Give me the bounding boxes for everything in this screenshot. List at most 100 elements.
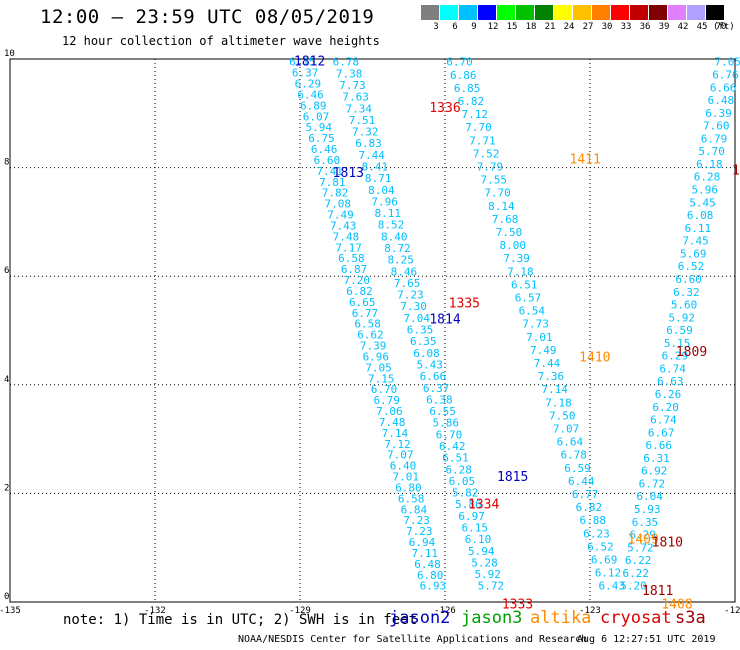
swh-value: 7.11 [412,547,439,560]
swh-value: 6.31 [643,452,670,465]
swh-value: 5.20 [620,580,647,593]
swh-value: 7.38 [336,67,363,80]
swh-value: 6.76 [712,68,739,81]
x-tick-label: -132 [144,606,166,616]
swh-value: 8.52 [378,219,405,232]
swh-value: 8.72 [384,242,411,255]
color-swatch [668,5,687,20]
swh-value: 7.15 [368,372,395,385]
swh-value: 7.44 [534,357,561,370]
swh-value: 7.18 [507,265,534,278]
swh-value: 7.12 [461,108,488,121]
swh-value: 7.07 [387,449,414,462]
swh-value: 6.22 [623,567,650,580]
legend-jason3: jason3 [461,608,523,628]
swh-value: 6.04 [636,490,663,503]
swh-value: 6.52 [587,540,614,553]
color-swatch [592,5,611,20]
swh-value: 7.04 [404,312,431,325]
color-scale-tick: 12 [487,22,499,32]
swh-value: 6.12 [595,567,622,580]
swh-value: 6.97 [458,510,485,523]
color-swatch [478,5,497,20]
swh-value: 6.96 [363,350,390,363]
swh-value: 7.73 [339,79,366,92]
swh-value: 5.72 [478,580,505,593]
swh-value: 6.69 [591,554,618,567]
swh-value: 6.26 [655,388,682,401]
swh-value: 6.55 [429,405,456,418]
swh-value: 5.45 [689,196,716,209]
swh-value: 6.72 [639,477,666,490]
swh-value: 6.51 [442,452,469,465]
swh-value: 6.15 [289,56,316,69]
color-swatch [535,5,554,20]
swh-value: 7.39 [503,252,530,265]
swh-value: 6.60 [314,154,341,167]
swh-value: 6.22 [625,554,652,567]
swh-value: 6.08 [413,347,440,360]
swh-value: 6.37 [423,382,450,395]
color-scale-tick: 27 [582,22,594,32]
swh-value: 6.46 [311,143,338,156]
color-scale-tick: 6 [452,22,458,32]
swh-value: 5.72 [627,541,654,554]
swh-value: 6.38 [426,393,453,406]
swh-value: 7.48 [379,416,406,429]
legend-jason2: jason2 [389,608,451,628]
swh-value: 7.01 [392,471,419,484]
swh-value: 7.05 [715,56,740,69]
swh-value: 5.15 [664,337,691,350]
swh-value: 6.70 [436,428,463,441]
swh-value: 7.51 [349,114,376,127]
swh-value: 7.12 [384,438,411,451]
swh-value: 7.30 [400,300,427,313]
y-tick-label: 8 [4,158,9,168]
swh-value: 6.85 [454,82,481,95]
swh-value: 7.17 [335,241,362,254]
swh-value: 6.35 [632,516,659,529]
track-pass-label: 1813 [333,166,364,181]
x-tick-label: -135 [0,606,21,616]
track-pass-label: 1333 [502,598,533,613]
swh-value: 7.06 [376,405,403,418]
color-scale-tick: 24 [563,22,575,32]
color-swatch [573,5,592,20]
swh-value: 5.96 [692,184,719,197]
y-tick-label: 6 [4,266,9,276]
swh-value: 6.58 [354,318,381,331]
swh-value: 7.32 [352,126,379,139]
swh-value: 8.00 [500,239,527,252]
color-scale-tick: 30 [601,22,613,32]
swh-value: 6.89 [300,99,327,112]
color-swatch [687,5,706,20]
swh-value: 6.70 [371,383,398,396]
swh-value: 7.14 [382,427,409,440]
swh-value: 6.84 [401,503,428,516]
y-tick-label: 0 [4,592,9,602]
color-scale-tick: 9 [471,22,477,32]
swh-value: 5.60 [671,299,698,312]
track-pass-label: 1811 [642,584,673,599]
swh-value: 6.77 [352,307,379,320]
track-pass-label: 1810 [652,535,683,550]
swh-value: 6.44 [568,475,595,488]
swh-value: 6.78 [333,56,360,69]
x-tick-label: -126 [434,606,456,616]
swh-value: 7.71 [469,134,496,147]
swh-value: 6.66 [710,81,737,94]
swh-value: 7.41 [316,165,343,178]
swh-value: 6.39 [705,107,732,120]
swh-value: 7.50 [496,226,523,239]
swh-value: 8.25 [387,254,414,267]
swh-value: 5.92 [474,568,501,581]
legend-s3a: s3a [675,608,706,628]
swh-value: 6.57 [515,292,542,305]
swh-value: 6.82 [576,501,603,514]
swh-value: 5.86 [455,498,482,511]
swh-value: 6.88 [579,514,606,527]
color-scale-tick: 70 [715,22,727,32]
color-scale-unit: (ft) [713,22,735,32]
swh-value: 6.82 [458,95,485,108]
